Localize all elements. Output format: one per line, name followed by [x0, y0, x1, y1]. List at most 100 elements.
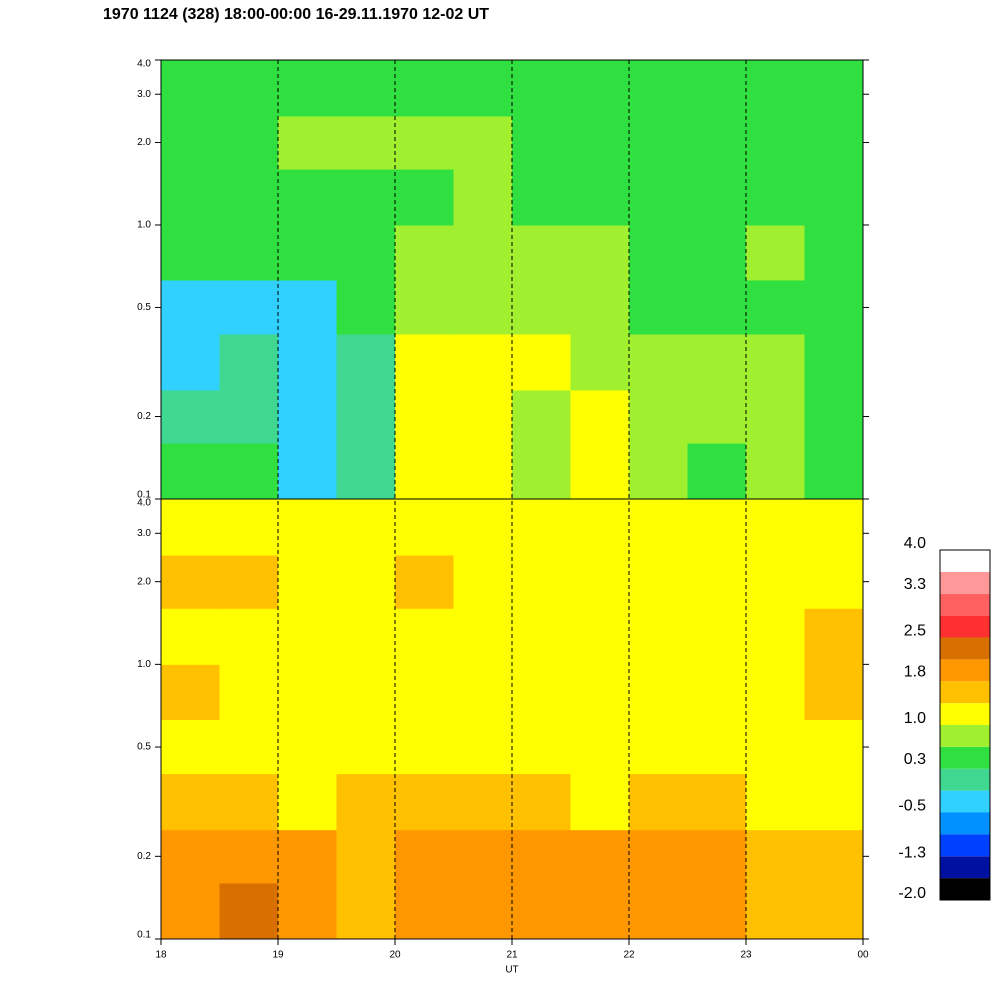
heat-cell — [336, 60, 396, 117]
x-tick-label: 00 — [857, 950, 869, 961]
heat-cell — [629, 719, 688, 775]
heat-cell — [336, 664, 396, 720]
colorbar-label: -0.5 — [898, 798, 926, 815]
heat-cell — [278, 829, 337, 884]
colorbar-label: 2.5 — [904, 623, 926, 640]
heat-cell — [746, 224, 805, 281]
colorbar-label: 3.3 — [904, 576, 926, 593]
heat-cell — [161, 169, 220, 226]
heat-cell — [336, 224, 396, 281]
heat-cell — [161, 279, 220, 335]
heat-cell — [687, 608, 747, 665]
heat-cell — [804, 279, 864, 335]
heat-cell — [278, 882, 337, 940]
heat-cell — [395, 773, 454, 831]
heat-cell — [278, 664, 337, 720]
heat-cell — [746, 882, 805, 940]
colorbar-label: 0.3 — [904, 751, 926, 768]
colorbar-box — [940, 615, 990, 638]
x-tick-label: 22 — [623, 950, 635, 961]
heat-cell — [512, 773, 571, 831]
x-tick-label: 18 — [155, 950, 167, 961]
colorbar-box — [940, 725, 990, 747]
y-tick-label: 2.0 — [137, 137, 151, 148]
heat-cell — [219, 224, 279, 281]
heat-cell — [278, 224, 337, 281]
colorbar-label: 1.8 — [904, 664, 926, 681]
heat-cell — [570, 224, 630, 281]
heat-cell — [336, 499, 396, 556]
heat-cell — [804, 882, 864, 940]
heat-cell — [687, 389, 747, 444]
colorbar-frame — [939, 549, 991, 901]
heat-cell — [746, 389, 805, 444]
heat-cell — [570, 773, 630, 831]
heat-cell — [512, 389, 571, 444]
heat-cell — [219, 334, 279, 391]
heat-cell — [804, 115, 864, 170]
colorbar-label: 4.0 — [904, 535, 926, 552]
heat-cell — [804, 499, 864, 556]
heat-cell — [570, 334, 630, 391]
heat-cell — [746, 279, 805, 335]
chart-title: 1970 1124 (328) 18:00-00:00 16-29.11.197… — [103, 6, 489, 23]
colorbar-box — [940, 812, 990, 835]
heat-cell — [395, 882, 454, 940]
heat-cell — [161, 555, 220, 609]
heat-cell — [804, 60, 864, 117]
x-tick-label: 23 — [740, 950, 752, 961]
heat-cell — [219, 719, 279, 775]
heat-cell — [161, 60, 220, 117]
heat-cell — [804, 555, 864, 609]
heat-cell — [746, 443, 805, 500]
heat-cell — [629, 664, 688, 720]
heat-cell — [278, 608, 337, 665]
heat-cell — [336, 334, 396, 391]
colorbar-box — [940, 768, 990, 791]
heat-cell — [512, 115, 571, 170]
heat-cell — [219, 555, 279, 609]
x-tick-label: 20 — [389, 950, 401, 961]
heat-cell — [453, 443, 513, 500]
heat-cell — [687, 499, 747, 556]
heat-cell — [161, 719, 220, 775]
heat-cell — [746, 555, 805, 609]
heat-cell — [687, 334, 747, 391]
heat-cell — [453, 608, 513, 665]
heat-cell — [629, 555, 688, 609]
heat-cell — [278, 555, 337, 609]
colorbar-box — [940, 834, 990, 857]
colorbar-box — [940, 550, 990, 572]
heat-cell — [278, 60, 337, 117]
heat-cell — [336, 169, 396, 226]
colorbar-box — [940, 703, 990, 725]
heat-cell — [687, 224, 747, 281]
y-tick-label: 0.2 — [137, 851, 151, 862]
heat-cell — [512, 829, 571, 884]
heat-cell — [336, 443, 396, 500]
heat-cell — [219, 773, 279, 831]
heat-cell — [219, 115, 279, 170]
heat-cell — [804, 829, 864, 884]
y-tick-label: 4.0 — [137, 59, 151, 70]
y-tick-label: 0.1 — [137, 930, 151, 941]
y-tick-label: 3.0 — [137, 528, 151, 539]
heat-cell — [629, 224, 688, 281]
heat-cell — [453, 169, 513, 226]
heat-cell — [395, 169, 454, 226]
heat-cell — [687, 443, 747, 500]
heat-cell — [453, 499, 513, 556]
heat-cell — [336, 555, 396, 609]
heat-cell — [336, 882, 396, 940]
y-tick-label: 1.0 — [137, 220, 151, 231]
heat-cell — [453, 882, 513, 940]
colorbar-label: -2.0 — [898, 885, 926, 902]
y-tick-label: 0.5 — [137, 742, 151, 753]
heat-cell — [570, 279, 630, 335]
heat-cell — [219, 608, 279, 665]
x-axis-label: UT — [505, 965, 518, 976]
heat-cell — [278, 389, 337, 444]
y-tick-label: 3.0 — [137, 89, 151, 100]
heat-cell — [804, 389, 864, 444]
